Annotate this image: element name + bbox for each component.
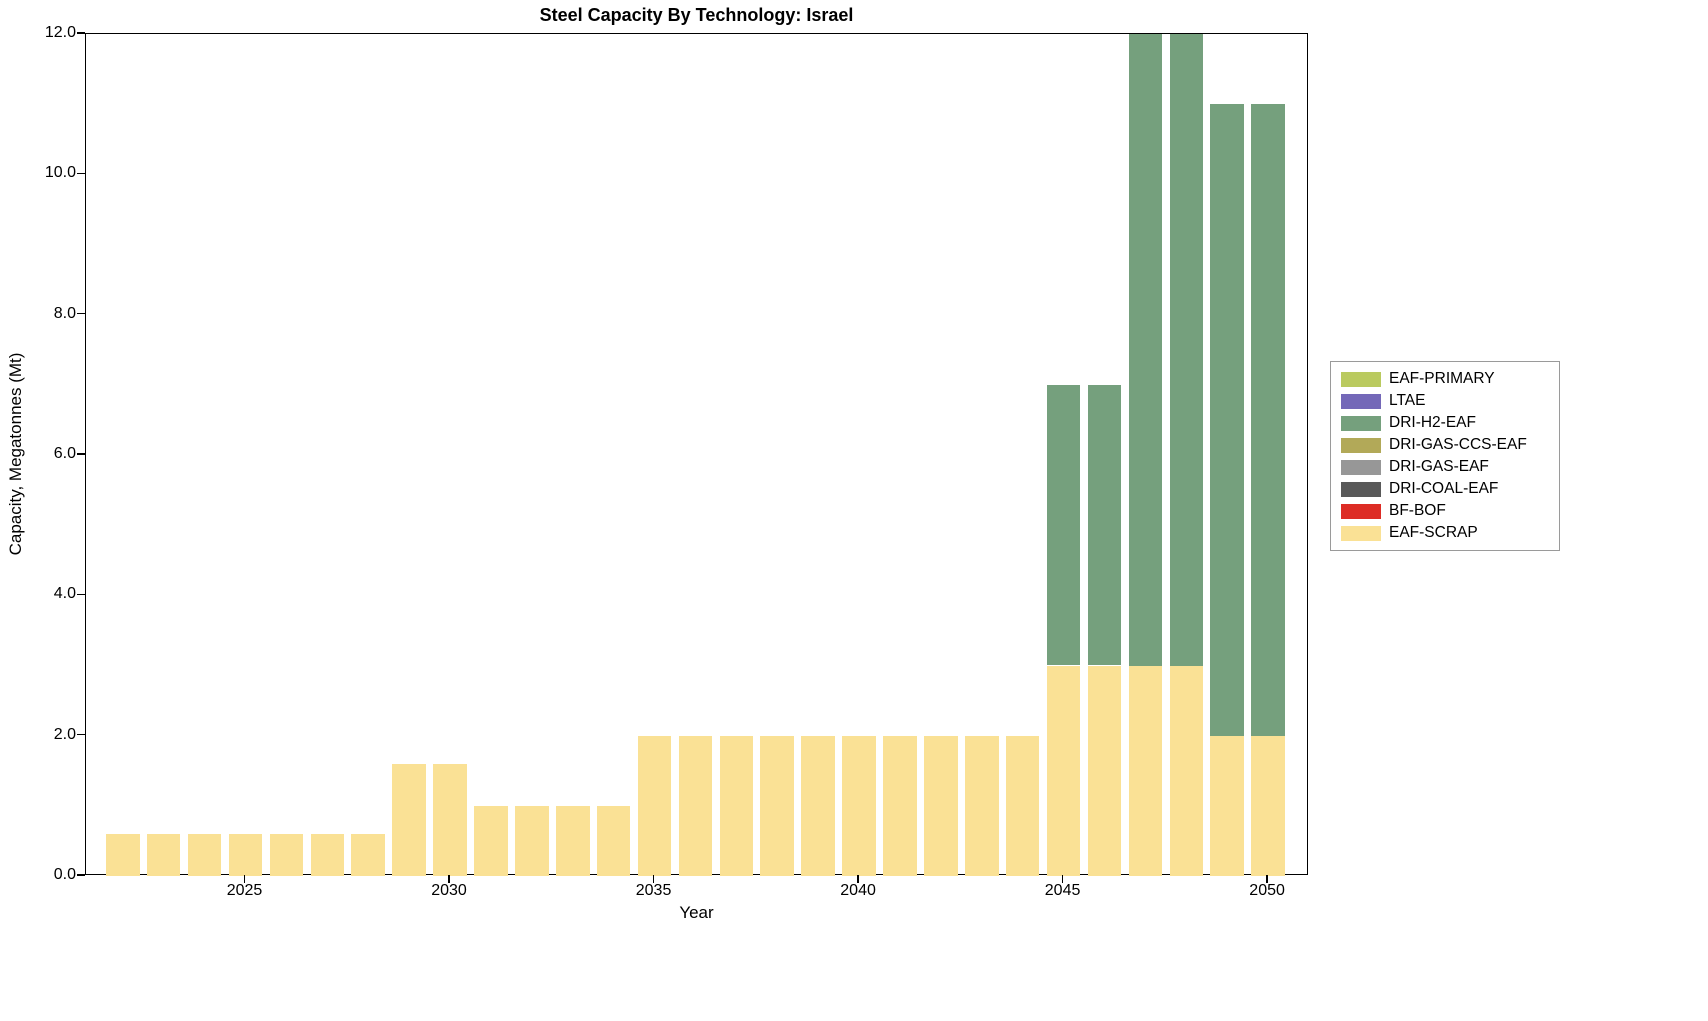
bar-segment-eaf-scrap [1210,735,1244,876]
bar-segment-eaf-scrap [269,833,304,876]
bar-segment-eaf-scrap [760,735,795,876]
bar-segment-eaf-scrap [228,833,263,876]
bar-segment-eaf-scrap [965,735,999,876]
bar-segment-eaf-scrap [392,763,426,876]
x-tick [1061,875,1064,883]
legend-label: EAF-PRIMARY [1389,370,1495,387]
y-tick-label: 10.0 [44,164,76,182]
legend-item: DRI-GAS-CCS-EAF [1341,436,1549,454]
bar-segment-eaf-scrap [351,833,385,876]
x-tick-label: 2030 [431,882,467,899]
bar-segment-eaf-scrap [555,805,590,876]
bar-segment-eaf-scrap [678,735,713,876]
bar-segment-eaf-scrap [433,763,467,876]
bar-segment-eaf-scrap [310,833,345,876]
x-tick [857,875,859,883]
bar-segment-eaf-scrap [842,735,876,876]
bar-segment-dri-h2-eaf [1251,104,1285,736]
legend-swatch [1341,393,1381,409]
legend-label: DRI-H2-EAF [1389,414,1476,431]
bar-segment-eaf-scrap [596,805,631,876]
bar-segment-dri-h2-eaf [1169,34,1204,666]
x-axis-label: Year [679,903,714,922]
x-tick [448,875,450,883]
legend-swatch [1341,525,1381,541]
x-tick-label: 2025 [226,882,263,899]
y-tick [77,172,85,175]
legend-item: BF-BOF [1341,502,1549,520]
legend-label: DRI-GAS-EAF [1389,458,1489,475]
bar-segment-dri-h2-eaf [1046,384,1081,666]
legend-label: EAF-SCRAP [1389,524,1478,541]
y-tick [77,593,85,596]
legend-item: DRI-COAL-EAF [1341,480,1549,498]
x-tick-label: 2045 [1044,882,1081,899]
legend-item: EAF-PRIMARY [1341,370,1549,388]
x-tick [243,875,246,883]
legend-item: DRI-GAS-EAF [1341,458,1549,476]
bar-segment-dri-h2-eaf [1128,34,1163,666]
legend-item: DRI-H2-EAF [1341,414,1549,432]
bar-segment-dri-h2-eaf [1210,104,1244,736]
bar-segment-eaf-scrap [515,805,549,876]
bar-segment-eaf-scrap [924,735,958,876]
bar-segment-eaf-scrap [187,833,222,876]
x-tick-label: 2040 [840,882,876,899]
legend-swatch [1341,481,1381,497]
legend-label: BF-BOF [1389,502,1446,519]
y-tick [77,733,85,736]
bar-segment-eaf-scrap [1128,665,1163,876]
y-tick-label: 12.0 [44,24,76,41]
legend-label: DRI-COAL-EAF [1389,480,1499,497]
x-tick [1266,875,1268,883]
legend-swatch [1341,437,1381,453]
bar-segment-eaf-scrap [1046,665,1081,876]
bar-segment-dri-h2-eaf [1087,384,1122,666]
bar-segment-eaf-scrap [719,735,754,876]
x-tick-label: 2050 [1249,882,1285,899]
bar-segment-eaf-scrap [883,735,917,876]
plot-area [85,33,1308,876]
bar-segment-eaf-scrap [1087,665,1122,876]
bar-segment-eaf-scrap [1169,665,1204,876]
x-tick [652,875,655,883]
bar-segment-eaf-scrap [106,833,140,876]
y-tick-label: 2.0 [53,725,76,743]
bar-segment-eaf-scrap [1251,735,1285,876]
x-tick-label: 2035 [635,882,672,899]
legend-swatch [1341,371,1381,387]
y-tick-label: 8.0 [53,304,76,322]
bar-segment-eaf-scrap [637,735,672,876]
legend-swatch [1341,415,1381,431]
y-tick-label: 0.0 [53,866,76,883]
legend-label: LTAE [1389,392,1426,409]
chart-title: Steel Capacity By Technology: Israel [539,5,854,25]
y-tick [77,312,85,315]
bar-segment-eaf-scrap [474,805,508,876]
legend-label: DRI-GAS-CCS-EAF [1389,436,1527,453]
legend-swatch [1341,459,1381,475]
legend: EAF-PRIMARY LTAE DRI-H2-EAF DRI-GAS-CCS-EAF… [1330,361,1560,551]
y-tick [77,874,85,876]
y-tick [77,453,85,455]
bar-segment-eaf-scrap [1005,735,1040,876]
bar-segment-eaf-scrap [801,735,835,876]
legend-item: LTAE [1341,392,1549,410]
legend-item: EAF-SCRAP [1341,524,1549,542]
y-tick [77,32,85,34]
y-tick-label: 6.0 [53,445,76,462]
y-tick-label: 4.0 [53,585,76,603]
legend-swatch [1341,503,1381,519]
bar-segment-eaf-scrap [146,833,181,876]
